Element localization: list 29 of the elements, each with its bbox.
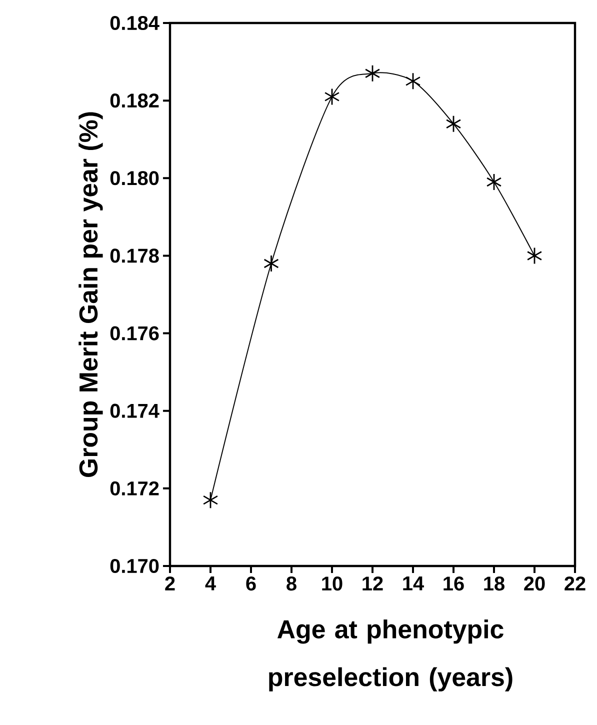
point xyxy=(446,115,462,133)
y-tick-label: 0.170 xyxy=(110,558,159,574)
point xyxy=(526,247,542,264)
x-tick-label: 6 xyxy=(246,576,256,591)
x-tick-label: 2 xyxy=(165,576,175,590)
y-tick-label: 0.178 xyxy=(110,248,159,263)
y-tick-label: 0.172 xyxy=(110,481,159,496)
x-tick-label: 14 xyxy=(403,576,424,590)
x-tick-label: 16 xyxy=(444,576,464,591)
y-tick-label: 0.176 xyxy=(110,326,159,340)
point xyxy=(486,173,502,191)
y-axis-title: Group Merit Gain per year (%) xyxy=(78,112,103,477)
x-tick-label: 12 xyxy=(362,576,383,590)
y-tick-label: 0.174 xyxy=(110,404,160,418)
y-tick-label: 0.184 xyxy=(110,16,160,30)
x-tick-label: 18 xyxy=(484,576,504,591)
x-axis-title: Age at phenotypic preselection (years) xyxy=(269,619,512,692)
point xyxy=(264,254,279,272)
point xyxy=(324,88,340,106)
point xyxy=(364,64,380,82)
x-tick-label: 22 xyxy=(564,576,586,590)
x-tick-label: 10 xyxy=(322,576,342,591)
x-tick-label: 20 xyxy=(524,576,545,591)
point xyxy=(202,491,218,509)
point xyxy=(405,72,421,90)
x-tick-label: 8 xyxy=(286,576,296,591)
y-tick-label: 0.180 xyxy=(110,171,159,186)
y-tick-label: 0.182 xyxy=(110,94,159,108)
x-tick-label: 4 xyxy=(205,576,216,590)
